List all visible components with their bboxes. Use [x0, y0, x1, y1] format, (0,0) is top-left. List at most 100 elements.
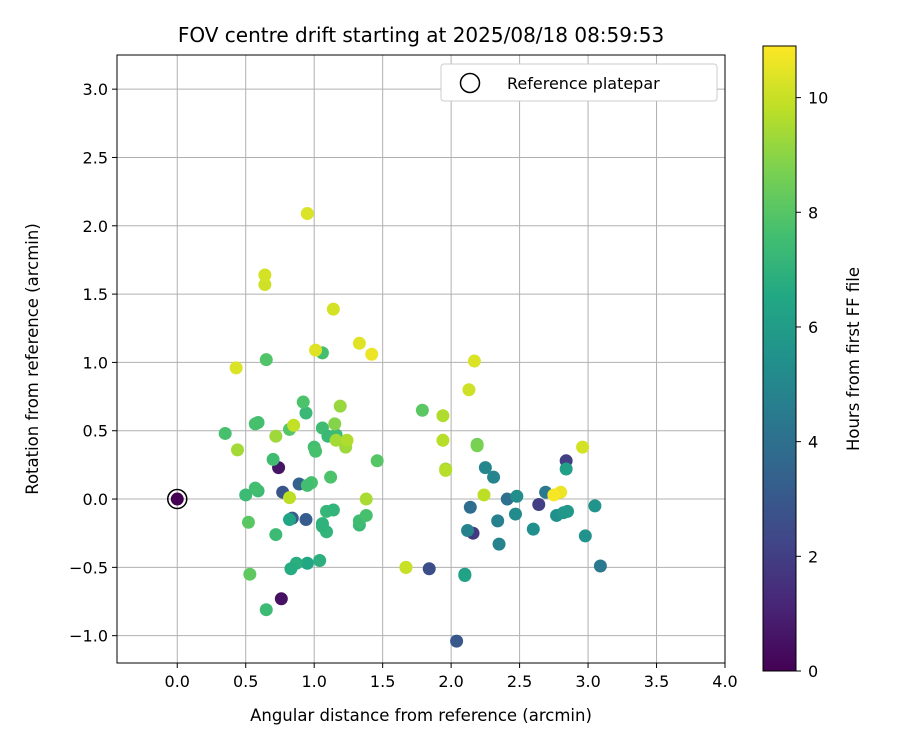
data-point: [299, 406, 313, 420]
colorbar-tick-label: 2: [808, 547, 818, 566]
data-point: [300, 206, 314, 220]
y-tick-label: 2.5: [83, 148, 108, 167]
data-point: [328, 417, 342, 431]
plot-frame: [116, 54, 726, 664]
data-point: [309, 343, 323, 357]
data-point: [352, 336, 366, 350]
colorbar-ticks: 0 2 4 6 8 10: [796, 89, 828, 681]
y-tick-label: 1.0: [83, 353, 108, 372]
data-point: [300, 556, 314, 570]
y-tick-label: −1.0: [69, 627, 108, 646]
data-point: [508, 507, 522, 521]
x-tick-label: 3.5: [644, 672, 669, 691]
data-point: [477, 488, 491, 502]
data-point: [561, 504, 575, 518]
data-point: [315, 519, 329, 533]
legend-box: [440, 63, 718, 102]
data-point: [526, 522, 540, 536]
y-axis-ticks: −1.0 −0.5 0.0 0.5 1.0 1.5 2.0 2.5 3.0: [69, 80, 117, 646]
data-point: [578, 529, 592, 543]
data-point: [370, 454, 384, 468]
data-point: [415, 403, 429, 417]
data-point: [333, 399, 347, 413]
colorbar-gradient: [763, 46, 796, 671]
data-point: [248, 417, 262, 431]
y-axis-label: Rotation from reference (arcmin): [23, 223, 42, 495]
data-point: [259, 603, 273, 617]
data-point: [463, 500, 477, 514]
x-tick-label: 0.5: [233, 672, 258, 691]
x-tick-label: 1.0: [301, 672, 326, 691]
data-point: [274, 592, 288, 606]
data-point: [450, 634, 464, 648]
data-point: [458, 569, 472, 583]
data-point: [218, 426, 232, 440]
x-tick-label: 2.5: [507, 672, 532, 691]
y-tick-label: 0.5: [83, 422, 108, 441]
colorbar-tick-label: 8: [808, 203, 818, 222]
data-point: [309, 444, 323, 458]
data-point: [399, 560, 413, 574]
data-point: [287, 418, 301, 432]
data-point: [559, 462, 573, 476]
data-point: [258, 268, 272, 282]
data-point: [359, 492, 373, 506]
y-tick-label: 3.0: [83, 80, 108, 99]
data-point: [436, 433, 450, 447]
x-tick-label: 1.5: [370, 672, 395, 691]
data-point: [422, 562, 436, 576]
reference-point: [170, 492, 184, 506]
colorbar-tick-label: 6: [808, 318, 818, 337]
data-point: [284, 562, 298, 576]
data-point: [259, 353, 273, 367]
legend-marker-icon: [459, 72, 481, 94]
data-point: [313, 554, 327, 568]
data-point: [487, 470, 501, 484]
data-point: [491, 514, 505, 528]
colorbar: 0 2 4 6 8 10 Hours from first FF file: [762, 45, 863, 681]
data-point: [510, 489, 524, 503]
data-point: [239, 488, 253, 502]
data-point: [248, 481, 262, 495]
data-point: [269, 429, 283, 443]
x-tick-label: 3.0: [575, 672, 600, 691]
data-point: [470, 439, 484, 453]
x-axis-label: Angular distance from reference (arcmin): [250, 706, 592, 725]
data-point: [241, 515, 255, 529]
data-point: [300, 478, 314, 492]
colorbar-tick-label: 0: [808, 662, 818, 681]
data-point: [593, 559, 607, 573]
data-point: [231, 443, 245, 457]
data-point: [576, 440, 590, 454]
y-tick-label: −0.5: [69, 558, 108, 577]
x-tick-label: 0.0: [165, 672, 190, 691]
data-point: [462, 383, 476, 397]
y-tick-label: 0.0: [83, 490, 108, 509]
data-point: [269, 528, 283, 542]
data-point: [436, 409, 450, 423]
data-point: [492, 537, 506, 551]
colorbar-label: Hours from first FF file: [844, 267, 863, 451]
data-point: [532, 498, 546, 512]
data-point: [324, 470, 338, 484]
legend: Reference platepar: [440, 63, 718, 102]
colorbar-frame: [762, 45, 797, 672]
chart-title: FOV centre drift starting at 2025/08/18 …: [178, 23, 664, 47]
data-point: [478, 461, 492, 475]
data-point: [296, 395, 310, 409]
data-point: [266, 452, 280, 466]
legend-entry: Reference platepar: [507, 74, 660, 93]
colorbar-tick-label: 10: [808, 89, 828, 108]
data-point: [229, 361, 243, 375]
data-point: [547, 488, 561, 502]
data-point: [258, 278, 272, 292]
grid: [117, 55, 726, 663]
data-point: [588, 499, 602, 513]
data-point: [359, 508, 373, 522]
data-point: [326, 302, 340, 316]
reference-platepar-marker: [167, 488, 188, 510]
data-point: [243, 567, 257, 581]
data-point: [299, 513, 313, 527]
data-point: [365, 347, 379, 361]
